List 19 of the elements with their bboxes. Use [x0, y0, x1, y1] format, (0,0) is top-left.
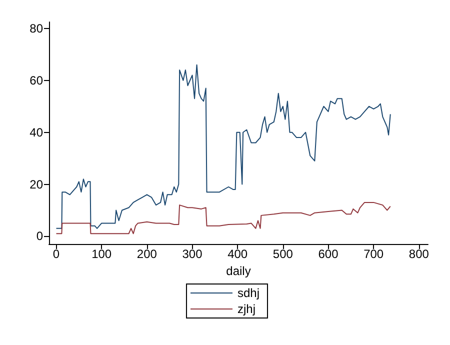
x-tick-label: 400 [228, 247, 248, 261]
x-tick-label: 800 [408, 247, 430, 261]
x-tick-label: 300 [182, 247, 203, 261]
y-tick-label: 80 [30, 21, 44, 36]
line-series [56, 202, 391, 234]
x-tick-label: 0 [52, 247, 60, 261]
x-tick-label: 200 [136, 247, 158, 261]
x-tick-label: 500 [272, 247, 294, 261]
y-tick-label: 20 [30, 177, 44, 192]
y-tick-label: 40 [30, 125, 44, 140]
legend-label: sdhj [237, 286, 260, 300]
y-tick-label: 0 [36, 229, 44, 244]
x-tick-label: 700 [364, 247, 384, 261]
x-tick-label: 600 [318, 247, 339, 261]
legend-label: zjhj [237, 302, 256, 316]
y-tick-label: 60 [30, 73, 44, 88]
x-axis-title: daily [226, 264, 251, 278]
x-tick-label: 100 [92, 247, 112, 261]
line-series [56, 64, 391, 229]
